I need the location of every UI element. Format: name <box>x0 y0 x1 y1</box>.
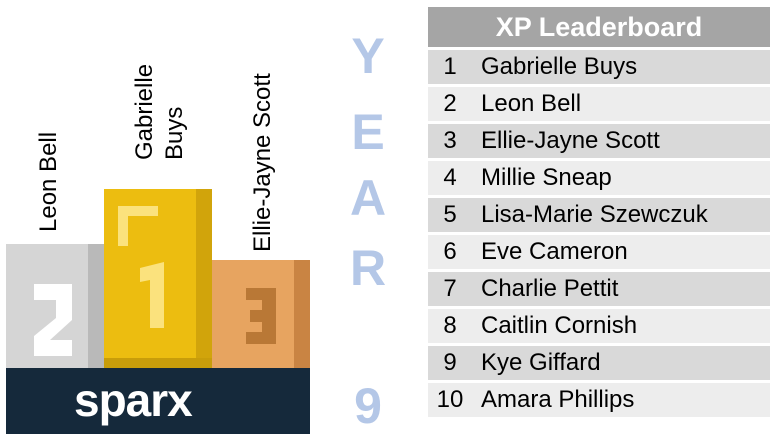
podium-second-block <box>6 244 104 368</box>
leaderboard-row: 2 Leon Bell <box>428 87 770 121</box>
leaderboard-row: 1 Gabrielle Buys <box>428 50 770 84</box>
sparx-logo-text: sparx <box>74 374 193 426</box>
leaderboard-row: 3 Ellie-Jayne Scott <box>428 124 770 158</box>
year-letter-e: E <box>351 104 385 160</box>
leaderboard-rows: 1 Gabrielle Buys 2 Leon Bell 3 Ellie-Jayne Sc… <box>428 50 770 417</box>
leaderboard-rank: 3 <box>443 127 457 154</box>
sparx-brand-bar <box>6 368 310 434</box>
leaderboard-name: Lisa-Marie Szewczuk <box>481 201 708 228</box>
leaderboard-row: 9 Kye Giffard <box>428 346 770 380</box>
leaderboard-row: 6 Eve Cameron <box>428 235 770 269</box>
leaderboard-row: 10 Amara Phillips <box>428 383 770 417</box>
xp-leaderboard: XP Leaderboard 1 Gabrielle Buys 2 Leon Bell… <box>428 7 770 417</box>
leaderboard-row: 7 Charlie Pettit <box>428 272 770 306</box>
leaderboard-name: Amara Phillips <box>481 386 635 413</box>
year-letter-y: Y <box>351 28 385 84</box>
leaderboard-name: Ellie-Jayne Scott <box>481 127 660 154</box>
leaderboard-name: Leon Bell <box>481 90 582 117</box>
leaderboard-name: Gabrielle Buys <box>481 53 638 80</box>
year-letter-r: R <box>349 240 387 296</box>
leaderboard-rank: 9 <box>443 349 457 376</box>
leaderboard-name: Eve Cameron <box>481 238 628 265</box>
leaderboard-rank: 10 <box>436 386 464 413</box>
leaderboard-rank: 6 <box>443 238 457 265</box>
leaderboard-rank: 4 <box>443 164 457 191</box>
leaderboard-row: 4 Millie Sneap <box>428 161 770 195</box>
leaderboard-title: XP Leaderboard <box>428 7 770 47</box>
podium-third-block <box>212 260 310 368</box>
sparx-logo: sparx <box>74 374 193 426</box>
leaderboard-row: 8 Caitlin Cornish <box>428 309 770 343</box>
leaderboard-name: Caitlin Cornish <box>481 312 638 339</box>
leaderboard-rank: 2 <box>443 90 457 117</box>
leaderboard-rank: 5 <box>443 201 457 228</box>
leaderboard-name: Charlie Pettit <box>481 275 619 302</box>
podium-first-name: Gabrielle Buys <box>131 63 188 160</box>
podium-second-name: Leon Bell <box>35 131 62 232</box>
leaderboard-rank: 1 <box>443 53 457 80</box>
leaderboard-rank: 8 <box>443 312 457 339</box>
year-letter-a: A <box>349 170 387 226</box>
podium <box>6 189 310 368</box>
podium-third-name: Ellie-Jayne Scott <box>249 73 276 252</box>
leaderboard-row: 5 Lisa-Marie Szewczuk <box>428 198 770 232</box>
leaderboard-rank: 7 <box>443 275 457 302</box>
year-number: 9 <box>354 378 382 434</box>
leaderboard-name: Millie Sneap <box>481 164 612 191</box>
podium-first-block <box>104 189 212 368</box>
leaderboard-name: Kye Giffard <box>481 349 601 376</box>
